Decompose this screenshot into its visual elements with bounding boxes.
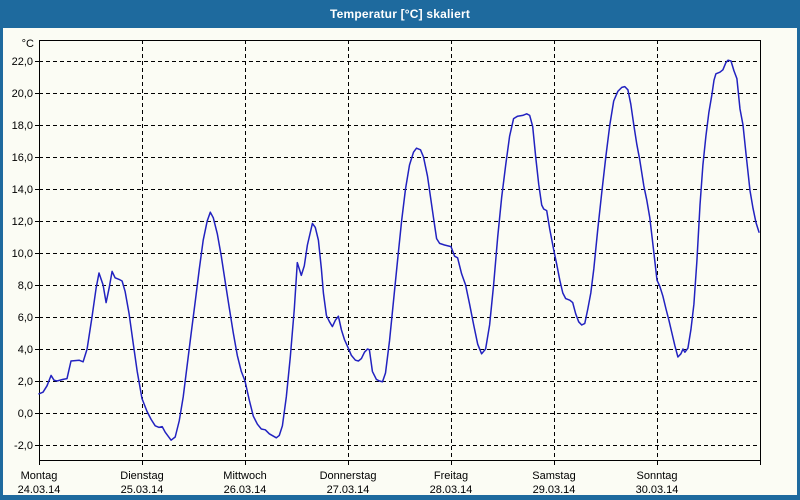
chart-background — [3, 28, 797, 495]
window-title: Temperatur [°C] skaliert — [329, 7, 471, 21]
title-bar: Temperatur [°C] skaliert — [0, 0, 800, 28]
